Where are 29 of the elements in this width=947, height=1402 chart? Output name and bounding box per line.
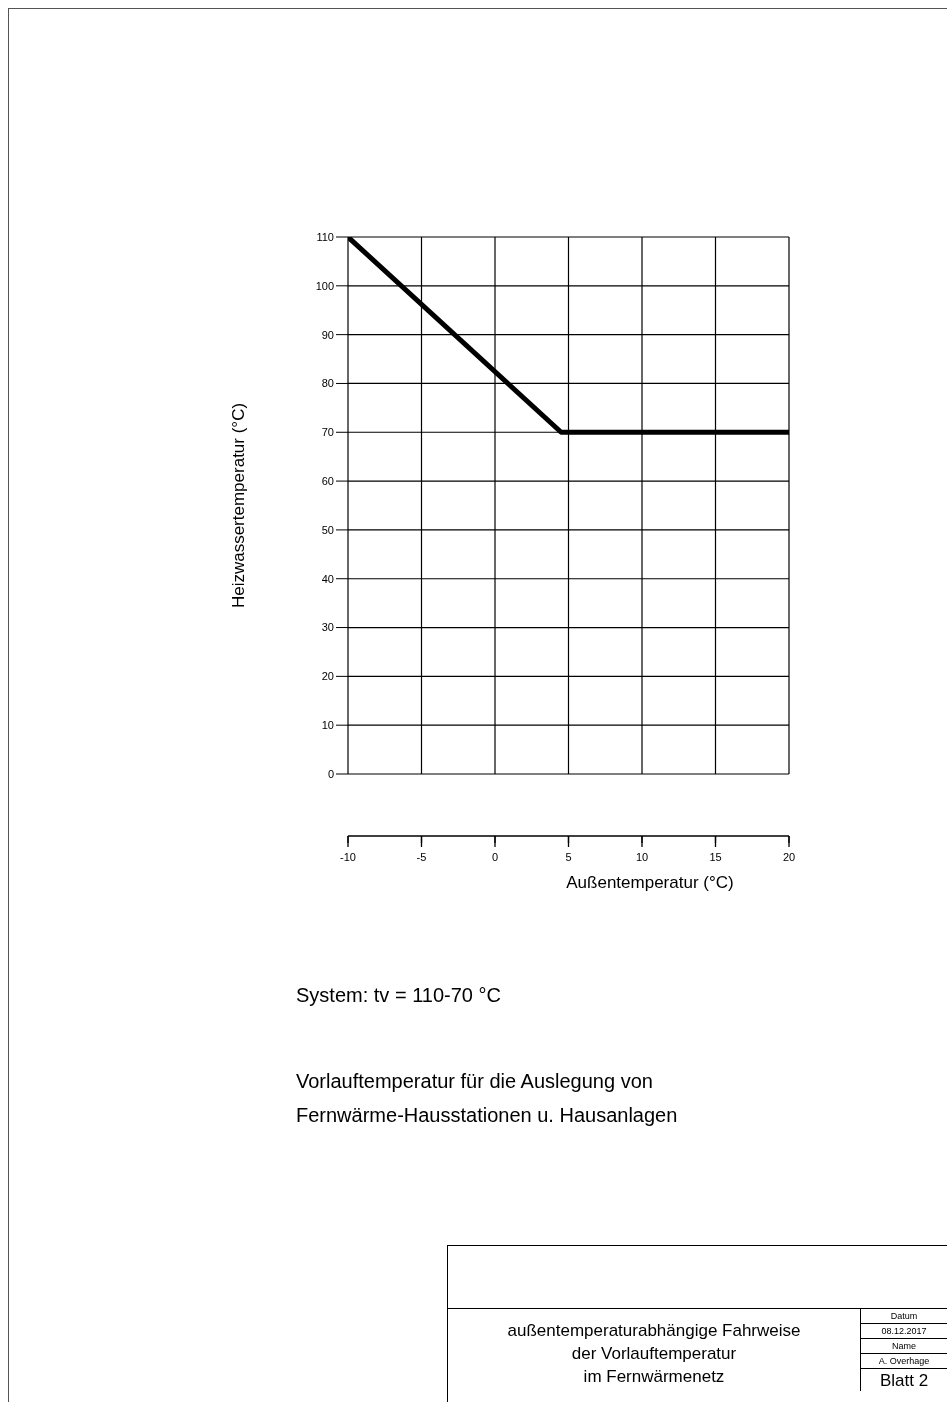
y-tick-label: 20 — [321, 670, 334, 683]
text: außentemperaturabhängige Fahrweise der Vorlauftemperatur im Fernwärmenetz — [506, 1320, 802, 1388]
y-tick-label: 110 — [316, 230, 334, 243]
y-tick-label: 90 — [321, 328, 334, 341]
x-tick-label: 15 — [709, 851, 722, 863]
x-tick-label: 5 — [565, 851, 572, 863]
x-tick-label: -5 — [416, 851, 427, 863]
x-tick-label: 10 — [635, 851, 649, 863]
text: 08.12.2017 — [861, 1324, 947, 1339]
y-tick-label: 40 — [321, 572, 334, 585]
x-axis-title: Außentemperatur (°C) — [565, 873, 735, 893]
y-tick-label: 10 — [321, 719, 334, 732]
y-tick-label: 50 — [321, 523, 334, 536]
y-tick-label: 70 — [321, 426, 334, 439]
text: Vorlauftemperatur für die Auslegung von Fernwärme-Hausstationen u. Hausanlagen — [296, 1069, 679, 1128]
text: System: tv = 110-70 °C — [296, 984, 501, 1007]
text: Datum — [861, 1309, 947, 1324]
x-tick-label: 20 — [782, 851, 796, 863]
x-tick-label: -10 — [340, 851, 356, 863]
x-tick-label: 0 — [491, 851, 499, 863]
y-tick-label: 100 — [315, 279, 334, 292]
y-tick-label: 30 — [321, 621, 334, 634]
y-tick-label: 80 — [321, 377, 334, 390]
text: Name — [861, 1339, 947, 1354]
y-tick-label: 60 — [321, 475, 334, 487]
text: Blatt 2 — [878, 1370, 930, 1391]
y-tick-label: 0 — [327, 767, 334, 780]
y-axis-title: Heizwassertemperatur (°C) — [229, 402, 249, 609]
text: A. Overhage — [861, 1354, 947, 1369]
